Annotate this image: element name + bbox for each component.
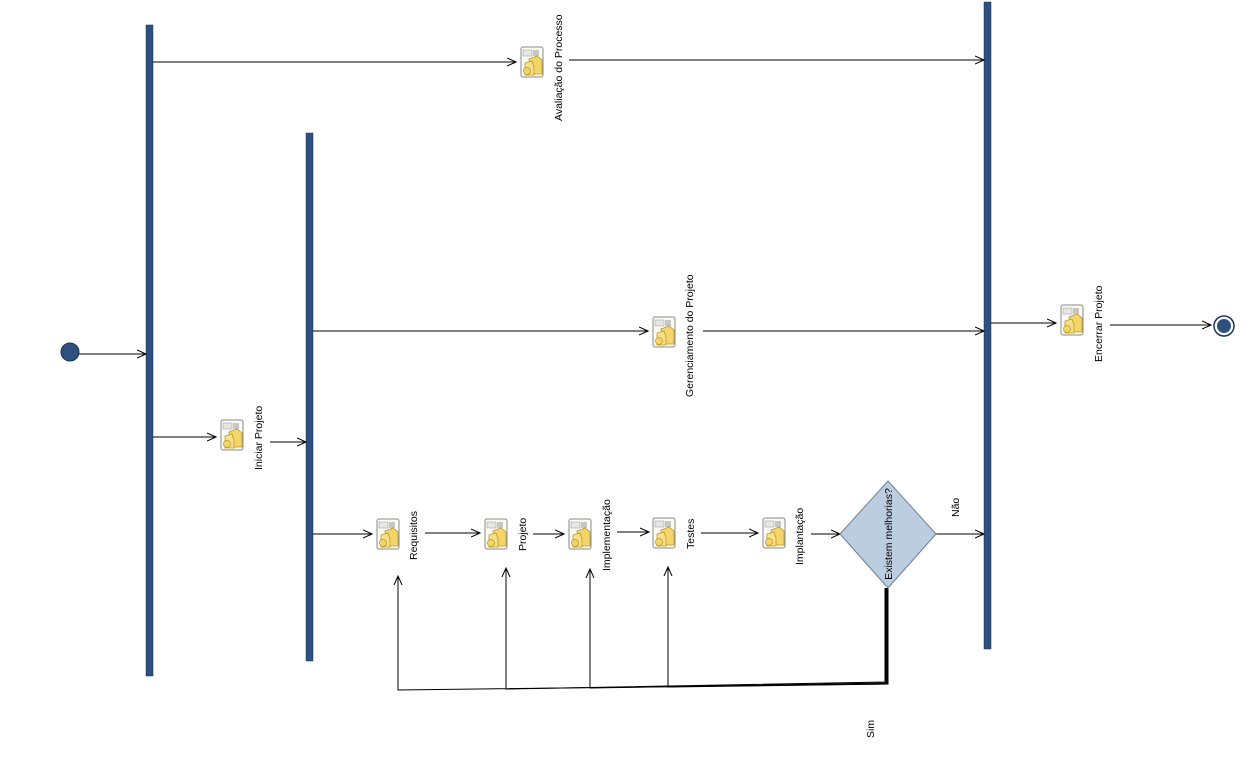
activity-icon-implantacao[interactable] xyxy=(762,517,786,549)
decision-no-label: Não xyxy=(950,498,962,517)
activity-icon-encerrar[interactable] xyxy=(1060,304,1084,336)
activity-icon-testes[interactable] xyxy=(652,517,676,549)
activity-icon-requisitos[interactable] xyxy=(376,518,400,550)
decision-node[interactable] xyxy=(839,480,937,589)
activity-label-testes: Testes xyxy=(685,519,697,549)
fork-bar-main xyxy=(145,24,154,677)
activity-icon-iniciar[interactable] xyxy=(220,419,244,451)
fork-bar-inner xyxy=(305,132,314,662)
activity-label-avaliacao: Avaliação do Processo xyxy=(553,14,565,121)
start-node[interactable] xyxy=(60,342,80,362)
activity-label-projeto: Projeto xyxy=(517,518,529,551)
activity-label-implantacao: Implantação xyxy=(794,508,806,565)
end-node[interactable] xyxy=(1213,315,1235,337)
join-bar xyxy=(983,1,992,650)
activity-icon-avaliacao[interactable] xyxy=(520,46,544,78)
activity-icon-implementacao[interactable] xyxy=(568,518,592,550)
activity-icon-projeto[interactable] xyxy=(484,518,508,550)
activity-label-iniciar: Iniciar Projeto xyxy=(253,406,265,470)
activity-icon-gerenciamento[interactable] xyxy=(652,316,676,348)
flows xyxy=(79,60,1211,691)
activity-label-encerrar: Encerrar Projeto xyxy=(1093,285,1105,362)
activity-label-implementacao: Implementação xyxy=(601,499,613,571)
activity-label-requisitos: Requisitos xyxy=(408,511,420,560)
decision-question: Existem melhorias? xyxy=(883,488,895,580)
activity-label-gerenciamento: Gerenciamento do Projeto xyxy=(684,274,696,397)
decision-yes-label: Sim xyxy=(865,720,877,738)
